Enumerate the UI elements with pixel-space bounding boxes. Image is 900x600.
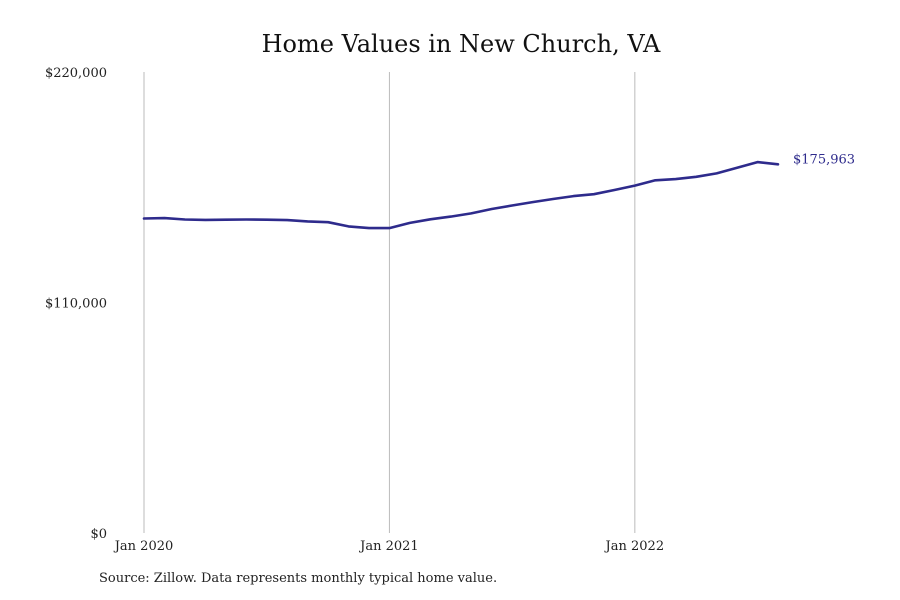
series-group — [142, 160, 780, 230]
y-tick-label: $220,000 — [45, 66, 107, 81]
grid-lines — [143, 72, 636, 533]
source-note: Source: Zillow. Data represents monthly … — [99, 571, 498, 586]
y-tick-label: $0 — [90, 527, 107, 542]
end-value-label: $175,963 — [793, 152, 855, 167]
x-tick-label: Jan 2020 — [113, 539, 174, 554]
x-tick-label: Jan 2022 — [604, 539, 665, 554]
y-tick-label: $110,000 — [45, 297, 107, 312]
x-tick-label: Jan 2021 — [358, 539, 419, 554]
x-axis-ticks: Jan 2020 Jan 2021 Jan 2022 — [113, 539, 664, 554]
series-line — [142, 160, 780, 230]
chart-title: Home Values in New Church, VA — [262, 30, 661, 58]
y-axis-ticks: $0 $110,000 $220,000 — [45, 66, 107, 542]
